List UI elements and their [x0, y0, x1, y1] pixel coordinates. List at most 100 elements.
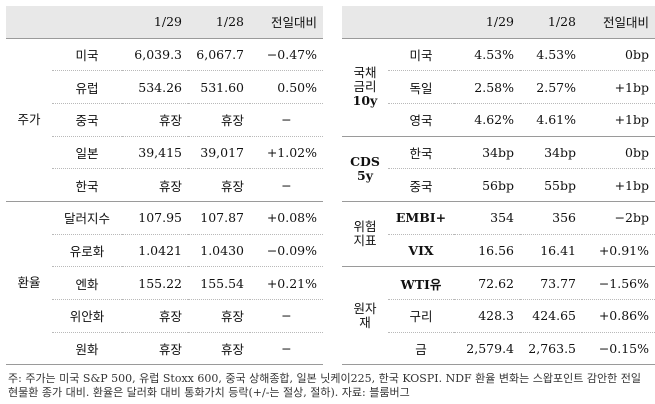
- value-change: +1.02%: [250, 136, 323, 170]
- header-blank: [388, 6, 454, 39]
- row-label: 한국: [52, 168, 122, 202]
- group-label-bond-yields: 국채 금리 10y: [342, 38, 388, 137]
- value-date-1: 2.58%: [454, 70, 520, 104]
- table-row: 국채 금리 10y 미국 4.53% 4.53% 0bp: [342, 38, 655, 137]
- table-row: 유로화 1.0421 1.0430 −0.09%: [6, 234, 323, 268]
- value-change: −: [250, 168, 323, 202]
- table-row: 원자재 WTI유 72.62 73.77 −1.56%: [342, 266, 655, 366]
- value-change: −: [250, 332, 323, 366]
- group-label-cds: CDS 5y: [342, 136, 388, 202]
- row-label: 미국: [388, 38, 454, 72]
- value-change: 0bp: [582, 136, 655, 170]
- row-label: EMBI+: [388, 201, 454, 235]
- row-label: 달러지수: [52, 201, 122, 235]
- value-change: +1bp: [582, 103, 655, 137]
- group-label-line: 국채: [353, 65, 377, 81]
- value-date-1: 107.95: [122, 201, 188, 235]
- value-change: 0bp: [582, 38, 655, 72]
- header-date-1: 1/29: [454, 6, 520, 39]
- value-date-1: 휴장: [122, 168, 188, 202]
- value-date-2: 6,067.7: [188, 38, 250, 72]
- group-label-line: 10y: [352, 93, 378, 109]
- value-date-1: 155.22: [122, 266, 188, 300]
- value-change: −0.47%: [250, 38, 323, 72]
- value-date-2: 55bp: [520, 168, 582, 202]
- header-blank: [342, 6, 388, 39]
- value-date-2: 16.41: [520, 234, 582, 268]
- group-label-line: CDS: [350, 153, 380, 169]
- value-date-1: 2,579.4: [454, 332, 520, 366]
- table-row: 엔화 155.22 155.54 +0.21%: [6, 266, 323, 300]
- value-date-2: 2.57%: [520, 70, 582, 104]
- group-label-line: 5y: [357, 167, 373, 183]
- value-date-1: 534.26: [122, 70, 188, 104]
- value-date-2: 휴장: [188, 168, 250, 202]
- row-label: 독일: [388, 70, 454, 104]
- value-change: +1bp: [582, 168, 655, 202]
- value-change: −2bp: [582, 201, 655, 235]
- value-date-1: 휴장: [122, 299, 188, 333]
- header-blank: [52, 6, 122, 39]
- table-row: 원화 휴장 휴장 −: [6, 332, 323, 366]
- rates-commodities-table: 1/29 1/28 전일대비 국채 금리 10y 미국 4.53% 4.53% …: [342, 6, 655, 366]
- row-label: 위안화: [52, 299, 122, 333]
- value-change: +0.21%: [250, 266, 323, 300]
- value-date-1: 1.0421: [122, 234, 188, 268]
- row-label: 중국: [52, 103, 122, 137]
- value-change: +0.08%: [250, 201, 323, 235]
- header-date-2: 1/28: [520, 6, 582, 39]
- header-date-1: 1/29: [122, 6, 188, 39]
- table-row: 유럽 534.26 531.60 0.50%: [6, 70, 323, 104]
- value-date-2: 4.53%: [520, 38, 582, 72]
- table-row: 주가 미국 6,039.3 6,067.7 −0.47%: [6, 38, 323, 202]
- stock-fx-table-panel: 1/29 1/28 전일대비 주가 미국 6,039.3 6,067.7 −0.…: [6, 6, 323, 366]
- value-date-2: 155.54: [188, 266, 250, 300]
- value-date-1: 34bp: [454, 136, 520, 170]
- row-label: 미국: [52, 38, 122, 72]
- value-date-1: 354: [454, 201, 520, 235]
- value-change: +0.86%: [582, 299, 655, 333]
- group-label-line: 원자재: [353, 300, 377, 330]
- group-label-risk-indicators: 위험 지표: [342, 201, 388, 268]
- table-row: 영국 4.62% 4.61% +1bp: [342, 103, 655, 137]
- table-row: CDS 5y 한국 34bp 34bp 0bp: [342, 136, 655, 202]
- row-label: 유로화: [52, 234, 122, 268]
- table-row: 환율 달러지수 107.95 107.87 +0.08%: [6, 201, 323, 366]
- value-date-1: 4.53%: [454, 38, 520, 72]
- table-row: 구리 428.3 424.65 +0.86%: [342, 299, 655, 333]
- value-date-2: 39,017: [188, 136, 250, 170]
- table-row: 중국 휴장 휴장 −: [6, 103, 323, 137]
- table-row: 독일 2.58% 2.57% +1bp: [342, 70, 655, 104]
- table-row: 일본 39,415 39,017 +1.02%: [6, 136, 323, 170]
- row-label: 원화: [52, 332, 122, 366]
- row-label: WTI유: [388, 266, 454, 300]
- group-label-line: 금리: [353, 79, 377, 95]
- value-date-2: 107.87: [188, 201, 250, 235]
- value-date-2: 531.60: [188, 70, 250, 104]
- header-change: 전일대비: [582, 6, 655, 39]
- value-date-2: 424.65: [520, 299, 582, 333]
- value-date-1: 휴장: [122, 332, 188, 366]
- value-date-2: 1.0430: [188, 234, 250, 268]
- row-label: 엔화: [52, 266, 122, 300]
- footnote: 주: 주가는 미국 S&P 500, 유럽 Stoxx 600, 중국 상해종합…: [8, 372, 641, 399]
- table-row: 위험 지표 EMBI+ 354 356 −2bp: [342, 201, 655, 268]
- value-date-2: 34bp: [520, 136, 582, 170]
- value-date-1: 16.56: [454, 234, 520, 268]
- value-change: −0.15%: [582, 332, 655, 366]
- value-date-2: 2,763.5: [520, 332, 582, 366]
- group-label-line: 위험: [353, 219, 377, 235]
- value-date-1: 72.62: [454, 266, 520, 300]
- value-change: +0.91%: [582, 234, 655, 268]
- value-date-1: 6,039.3: [122, 38, 188, 72]
- value-date-2: 휴장: [188, 299, 250, 333]
- value-change: −: [250, 103, 323, 137]
- table-row: 금 2,579.4 2,763.5 −0.15%: [342, 332, 655, 366]
- value-date-1: 428.3: [454, 299, 520, 333]
- group-label-stocks: 주가: [6, 38, 52, 202]
- row-label: VIX: [388, 234, 454, 268]
- value-change: +1bp: [582, 70, 655, 104]
- value-date-1: 휴장: [122, 103, 188, 137]
- row-label: 금: [388, 332, 454, 366]
- row-label: 영국: [388, 103, 454, 137]
